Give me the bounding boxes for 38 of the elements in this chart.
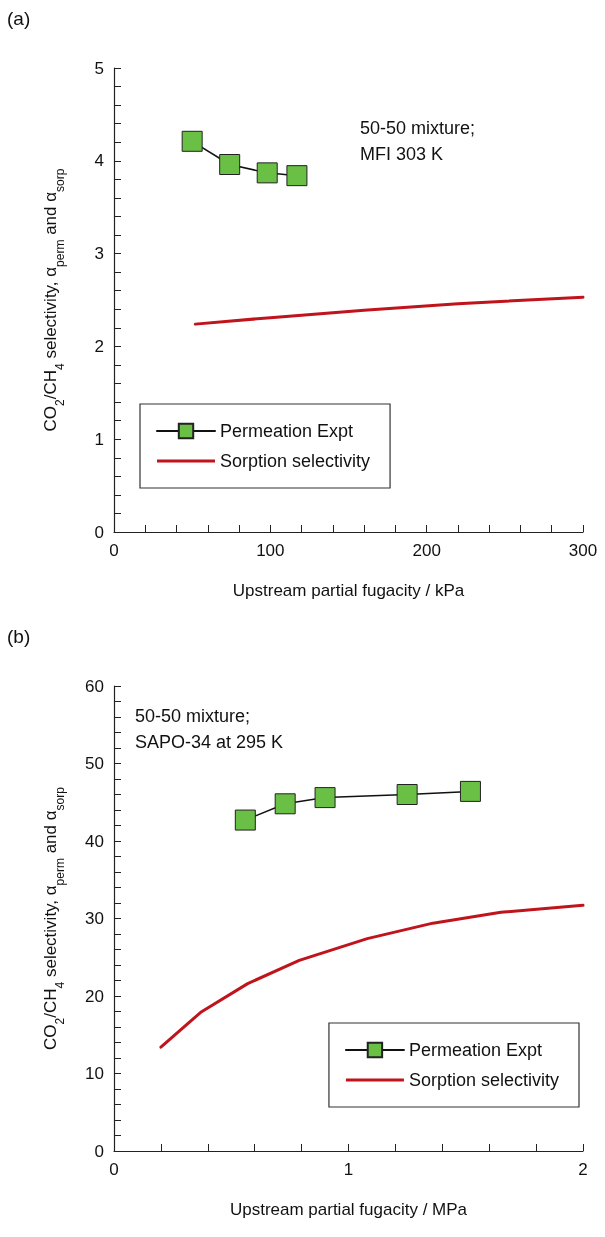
y-tick-label: 5 [94, 58, 104, 78]
point [314, 787, 336, 809]
x-tick-label: 1 [343, 1160, 354, 1179]
y-tick-label: 40 [85, 831, 104, 851]
x-tick-label: 0 [109, 1160, 119, 1179]
y-tick-label: 20 [85, 986, 104, 1006]
chart-title: (a) [7, 8, 31, 29]
legend-label: Permeation Expt [408, 1040, 543, 1060]
y-tick-label: 3 [94, 244, 104, 264]
y-axis-title: CO2/CH4 selectivity, αperm and αsorp [40, 786, 67, 1050]
point [234, 809, 256, 831]
x-tick-label: 300 [568, 541, 598, 560]
line-series [193, 295, 585, 326]
x-tick-label: 200 [412, 541, 441, 560]
y-tick-label: 60 [85, 676, 104, 696]
chart-title: (b) [7, 626, 31, 647]
y-tick-label: 2 [94, 336, 104, 356]
x-tick-label: 2 [578, 1160, 588, 1179]
y-tick-label: 30 [85, 909, 104, 928]
y-tick-label: 4 [94, 151, 104, 171]
annotation: 50-50 mixture; MFI 303 K [360, 118, 476, 164]
annotation: 50-50 mixture; SAPO-34 at 295 K [135, 706, 284, 752]
y-tick-label: 0 [94, 1141, 104, 1161]
point [274, 793, 296, 815]
point [396, 784, 418, 805]
legend-label: Sorption selectivity [408, 1070, 560, 1090]
y-tick-label: 0 [94, 522, 104, 542]
y-tick-label: 1 [94, 429, 104, 449]
x-axis-title: Upstream partial fugacity / MPa [229, 1199, 468, 1219]
x-axis-title: Upstream partial fugacity / kPa [232, 580, 465, 600]
legend-label: Sorption selectivity [220, 451, 371, 471]
y-tick-label: 10 [85, 1064, 104, 1083]
x-tick-label: 0 [109, 541, 119, 560]
y-axis-title: CO2/CH4 selectivity, αperm and αsorp [40, 168, 67, 432]
x-tick-label: 100 [256, 541, 285, 560]
point [459, 780, 481, 802]
legend-label: Permeation Expt [220, 421, 354, 441]
y-tick-label: 50 [85, 754, 104, 773]
